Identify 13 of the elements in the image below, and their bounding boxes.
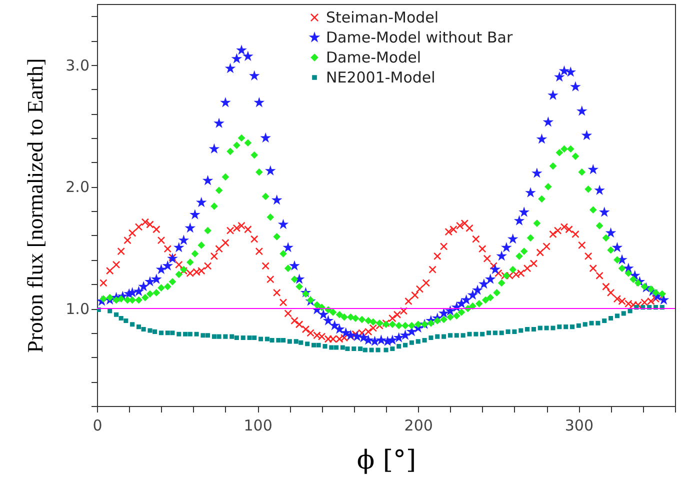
x-axis-title: ϕ [°] bbox=[356, 446, 416, 476]
y-tick-label: 3.0 bbox=[66, 56, 90, 74]
y-tick-label: 1.0 bbox=[66, 300, 90, 318]
x-tick-label: 300 bbox=[564, 416, 594, 434]
x-tick-label: 100 bbox=[244, 416, 272, 434]
x-tick-label: 200 bbox=[404, 416, 433, 434]
x-tick-label: 0 bbox=[92, 416, 102, 434]
legend-label: NE2001-Model bbox=[326, 68, 436, 86]
legend-label: Dame-Model without Bar bbox=[326, 28, 514, 46]
y-axis-title: Proton flux [normalized to Earth] bbox=[22, 58, 48, 353]
legend-label: Dame-Model bbox=[326, 48, 422, 66]
legend-label: Steiman-Model bbox=[326, 8, 439, 26]
y-tick-label: 2.0 bbox=[66, 178, 90, 196]
